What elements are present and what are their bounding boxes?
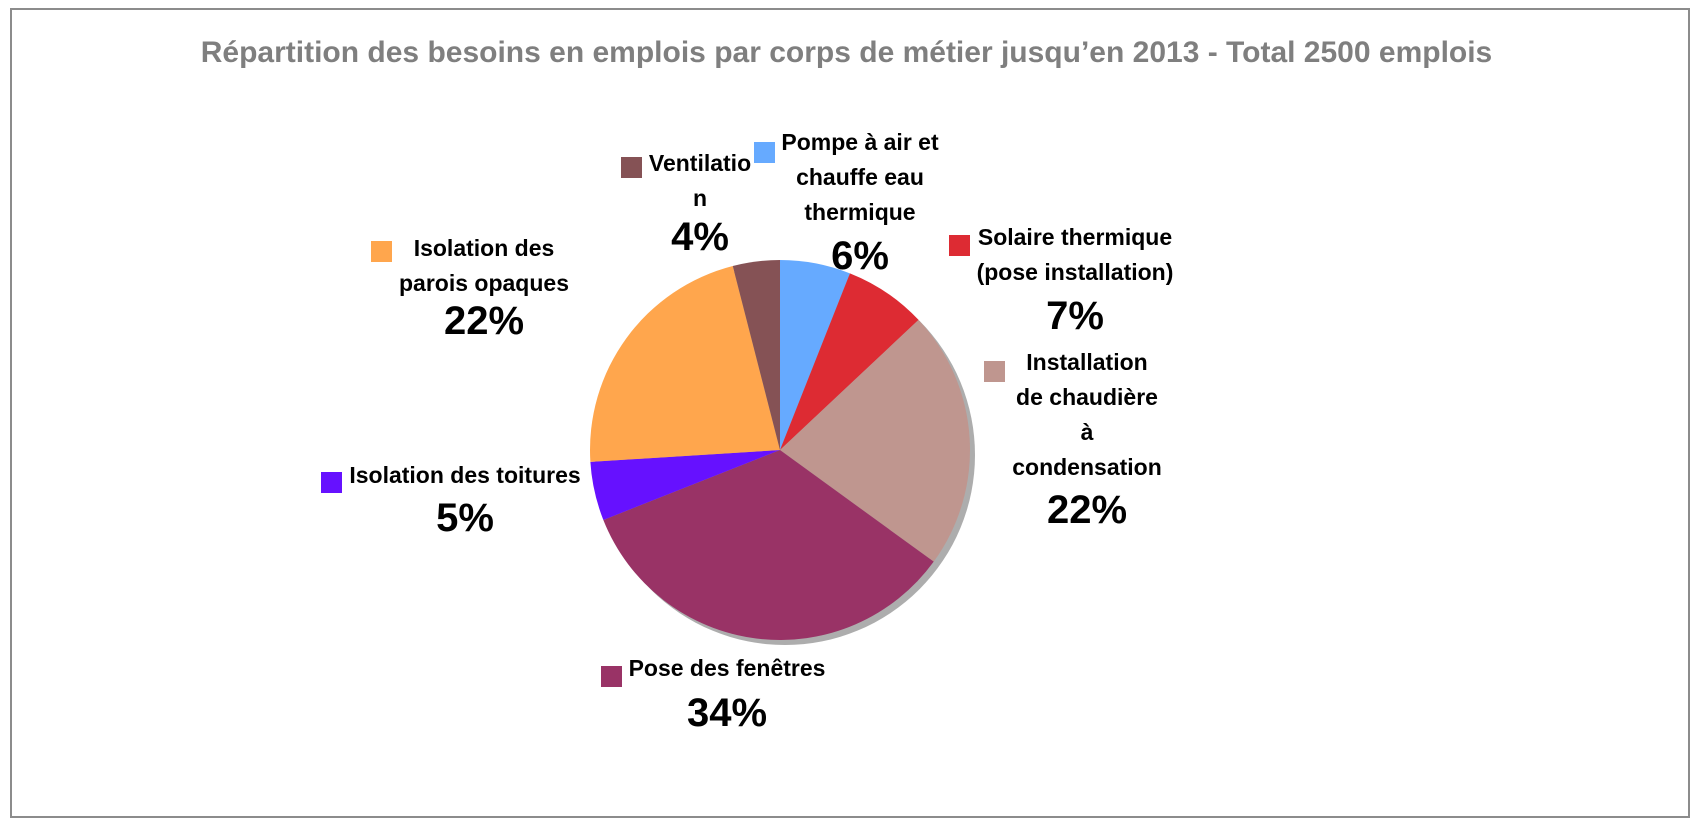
legend-swatch bbox=[621, 157, 642, 178]
value-label: 5% bbox=[436, 496, 494, 540]
slice-label: Installation de chaudière à condensation bbox=[1012, 349, 1162, 480]
pie-slice bbox=[780, 273, 919, 450]
legend-swatch bbox=[371, 241, 392, 262]
pie-slice bbox=[590, 265, 780, 462]
pie-slice bbox=[780, 319, 970, 562]
pie-slice bbox=[780, 260, 850, 450]
value-label: 6% bbox=[831, 234, 889, 278]
value-label: 34% bbox=[686, 691, 768, 735]
slice-label: Isolation des parois opaques bbox=[399, 235, 569, 296]
value-label: 4% bbox=[671, 215, 729, 259]
legend-swatch bbox=[601, 666, 622, 687]
pie-slice bbox=[603, 450, 934, 641]
slice-label: Pose des fenêtres bbox=[628, 655, 826, 681]
legend-swatch bbox=[321, 472, 342, 493]
legend-swatch bbox=[754, 142, 775, 163]
slice-label: Isolation des toitures bbox=[349, 462, 581, 488]
pie-slice bbox=[732, 260, 780, 450]
value-label: 22% bbox=[443, 299, 525, 343]
slice-label: Pompe à air et chauffe eau thermique bbox=[781, 129, 939, 225]
value-label: 22% bbox=[1046, 488, 1128, 532]
slice-label: Ventilatio n bbox=[648, 150, 752, 211]
chart-title: Répartition des besoins en emplois par c… bbox=[200, 36, 1493, 69]
value-label: 7% bbox=[1046, 294, 1104, 338]
legend-swatch bbox=[984, 361, 1005, 382]
slice-label: Solaire thermique (pose installation) bbox=[976, 224, 1174, 285]
legend-swatch bbox=[949, 235, 970, 256]
pie-slice bbox=[590, 450, 780, 520]
